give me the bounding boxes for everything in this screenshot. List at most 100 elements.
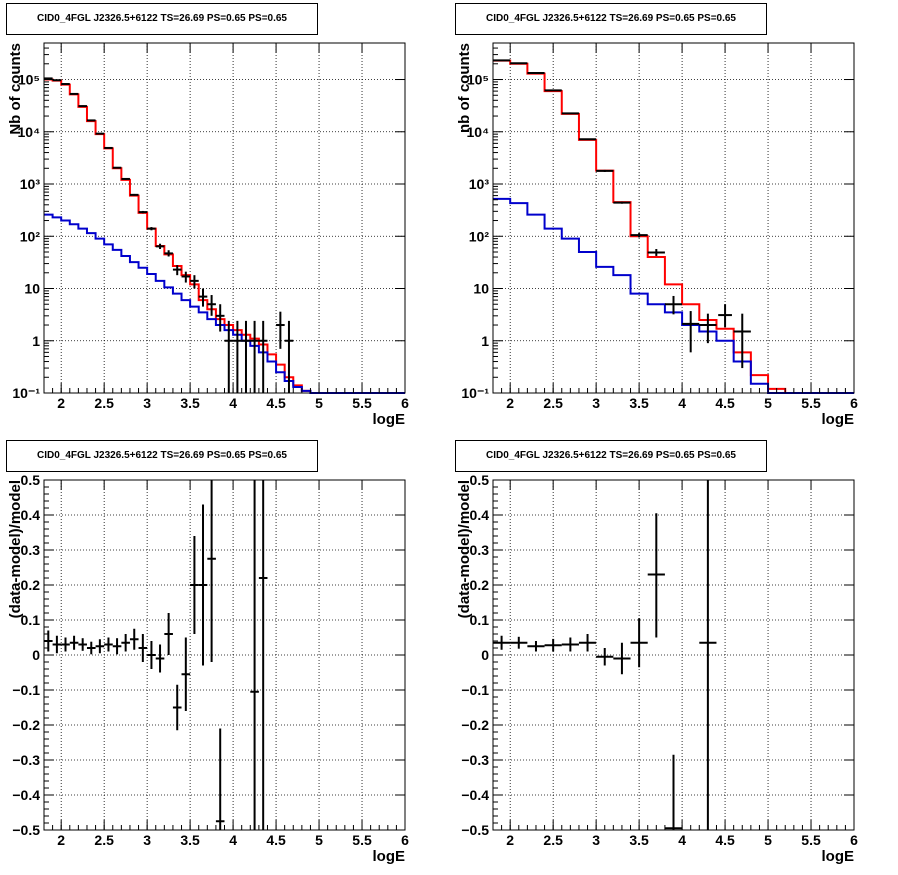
data-point [241, 320, 251, 393]
chart-residual-left: 2 2.5 3 3.5 4 4.5 5 5.5 6 −0.5 −0.4 −0.3 −0.2 −0.1 0 0.… [7, 472, 409, 865]
y-tick-label: 10⁵ [467, 72, 489, 88]
data-point [510, 636, 528, 649]
data-point [78, 638, 87, 651]
x-tick-label: 2.5 [543, 832, 563, 848]
chart-title: CID0_4FGL J2326.5+6122 TS=26.69 PS=0.65 … [6, 440, 318, 472]
data-point [172, 684, 182, 731]
data-point [284, 320, 294, 393]
x-axis-label: logE [822, 848, 855, 865]
chart-title: CID0_4FGL J2326.5+6122 TS=26.69 PS=0.65 … [455, 3, 767, 35]
y-tick-label: 0.2 [470, 577, 490, 593]
chart-spectrum-right: 2 2.5 3 3.5 4 4.5 5 5.5 6 10⁻¹ 1 10 10² 10³ 10⁴ 10⁵ logE… [456, 42, 858, 428]
pad-top-left: 2 2.5 3 3.5 4 4.5 5 5.5 6 10⁻¹ 1 10 10² 10³ 10⁴ 10⁵ logE… [0, 0, 449, 437]
y-tick-label: 10⁻¹ [461, 385, 489, 401]
x-tick-label: 2.5 [94, 395, 114, 411]
y-tick-label: 0.3 [21, 542, 41, 558]
y-tick-label: −0.5 [12, 822, 40, 838]
data-point [215, 728, 225, 830]
y-tick-label: 0 [32, 647, 40, 663]
data-point [233, 320, 242, 393]
x-tick-label: 3 [143, 832, 151, 848]
data-point [121, 634, 130, 652]
data-point [493, 59, 511, 62]
data-point [44, 77, 53, 80]
y-axis-label: nb of counts [456, 43, 473, 133]
data-point [95, 639, 105, 654]
data-point [155, 644, 165, 673]
y-tick-label: 0.5 [470, 472, 490, 488]
x-tick-label: 6 [850, 832, 858, 848]
x-tick-label: 3 [592, 395, 600, 411]
data-point [613, 201, 631, 204]
data-point [544, 89, 562, 92]
data-point [147, 641, 156, 669]
x-tick-label: 6 [401, 832, 409, 848]
y-tick-label: 1 [32, 333, 40, 349]
y-tick-label: 0.1 [470, 612, 490, 628]
x-tick-label: 6 [850, 395, 858, 411]
x-tick-label: 3 [592, 832, 600, 848]
data-point [181, 271, 191, 283]
y-tick-label: 10² [20, 228, 41, 244]
data-point [121, 177, 130, 180]
x-tick-label: 5.5 [801, 832, 821, 848]
y-tick-label: −0.2 [12, 717, 40, 733]
x-tick-label: 5 [315, 395, 323, 411]
y-tick-label: 10⁵ [18, 72, 40, 88]
data-point [172, 265, 182, 276]
data-point [198, 504, 208, 666]
data-point [561, 112, 579, 115]
data-point [52, 635, 62, 654]
y-tick-label: −0.1 [461, 682, 489, 698]
y-tick-label: 10³ [469, 176, 490, 192]
x-axis-label: logE [373, 411, 406, 428]
series-red-histogram [493, 59, 854, 394]
data-point [493, 635, 511, 650]
data-point [215, 304, 225, 332]
x-tick-label: 4.5 [715, 395, 735, 411]
x-tick-label: 3.5 [629, 832, 649, 848]
x-tick-label: 5 [764, 832, 772, 848]
x-tick-label: 3.5 [180, 395, 200, 411]
data-point [190, 536, 199, 634]
y-tick-label: −0.5 [461, 822, 489, 838]
data-point [647, 513, 665, 638]
data-point [733, 313, 751, 369]
y-tick-label: 10⁴ [18, 124, 41, 140]
data-point [527, 641, 545, 652]
x-tick-label: 5.5 [352, 832, 372, 848]
data-point [510, 62, 528, 65]
y-tick-label: 0.2 [21, 577, 41, 593]
y-tick-label: 10² [469, 228, 490, 244]
pad-top-right: 2 2.5 3 3.5 4 4.5 5 5.5 6 10⁻¹ 1 10 10² 10³ 10⁴ 10⁵ logE… [449, 0, 898, 437]
series-blue-histogram [493, 197, 854, 394]
chart-title: CID0_4FGL J2326.5+6122 TS=26.69 PS=0.65 … [6, 3, 318, 35]
data-point [104, 146, 113, 149]
data-point [164, 250, 173, 257]
y-tick-label: 0.4 [21, 507, 41, 523]
data-point [527, 72, 545, 75]
x-tick-label: 2 [57, 832, 65, 848]
y-tick-label: −0.4 [461, 787, 489, 803]
data-point [699, 480, 717, 830]
data-point [61, 637, 70, 652]
x-tick-label: 2.5 [94, 832, 114, 848]
data-point [664, 295, 683, 315]
chart-spectrum-left: 2 2.5 3 3.5 4 4.5 5 5.5 6 10⁻¹ 1 10 10² 10³ 10⁴ 10⁵ logE… [7, 42, 409, 428]
data-point [630, 618, 648, 668]
y-axis-label: (data-model)/model [7, 480, 24, 618]
data-point [250, 480, 259, 830]
data-point [112, 166, 122, 169]
data-point [112, 638, 122, 655]
data-point [613, 642, 631, 675]
data-point [104, 637, 113, 652]
chart-title: CID0_4FGL J2326.5+6122 TS=26.69 PS=0.65 … [455, 440, 767, 472]
data-point [250, 320, 259, 393]
y-tick-label: 10⁴ [467, 124, 490, 140]
x-tick-label: 5.5 [801, 395, 821, 411]
data-point [596, 648, 614, 666]
y-axis-label: (data-model)/model [456, 480, 473, 618]
y-axis-label: Nb of counts [7, 43, 24, 135]
data-point [155, 243, 165, 250]
data-point [630, 233, 648, 238]
